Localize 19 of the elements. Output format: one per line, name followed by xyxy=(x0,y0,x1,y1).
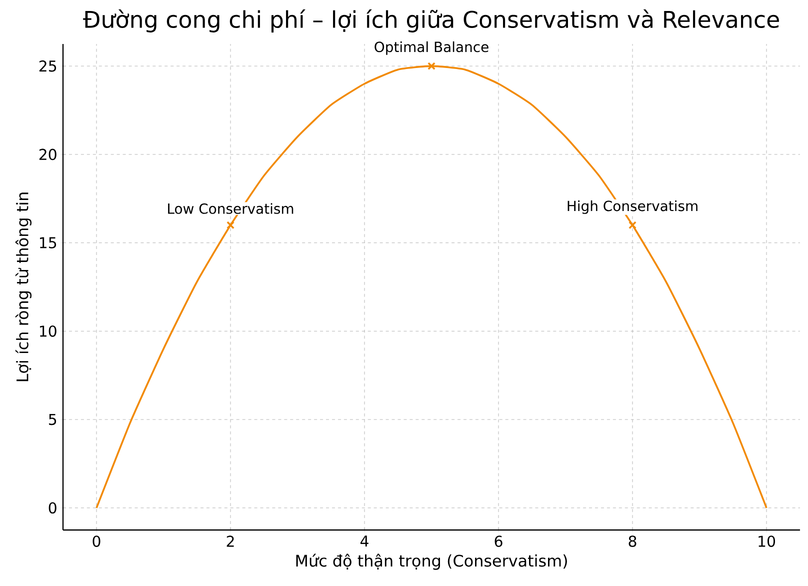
x-tick-label: 4 xyxy=(360,536,368,547)
annotation: Low Conservatism xyxy=(168,203,294,214)
x-tick-label: 8 xyxy=(628,536,636,547)
x-tick-label: 0 xyxy=(92,536,100,547)
y-tick-label: 5 xyxy=(49,414,56,426)
x-axis-title: Mức độ thận trọng (Conservatism) xyxy=(296,554,567,570)
y-tick-label: 0 xyxy=(48,502,56,514)
chart-title: Đường cong chi phí – lợi ích giữa Conservatism và Relevance xyxy=(83,9,779,32)
line-series xyxy=(96,65,768,509)
x-tick-label: 2 xyxy=(226,536,234,547)
annotation: Optimal Balance xyxy=(374,41,488,55)
y-tick-label: 25 xyxy=(39,60,56,72)
y-axis-title: Lợi ích ròng từ thông tin xyxy=(15,192,32,382)
annotation: High Conservatism xyxy=(568,200,698,214)
x-tick-label: 6 xyxy=(494,536,502,547)
x-tick-label: 10 xyxy=(758,536,776,547)
y-tick-label: 10 xyxy=(40,326,56,337)
y-tick-label: 15 xyxy=(40,237,56,248)
y-tick-label: 20 xyxy=(39,148,56,160)
